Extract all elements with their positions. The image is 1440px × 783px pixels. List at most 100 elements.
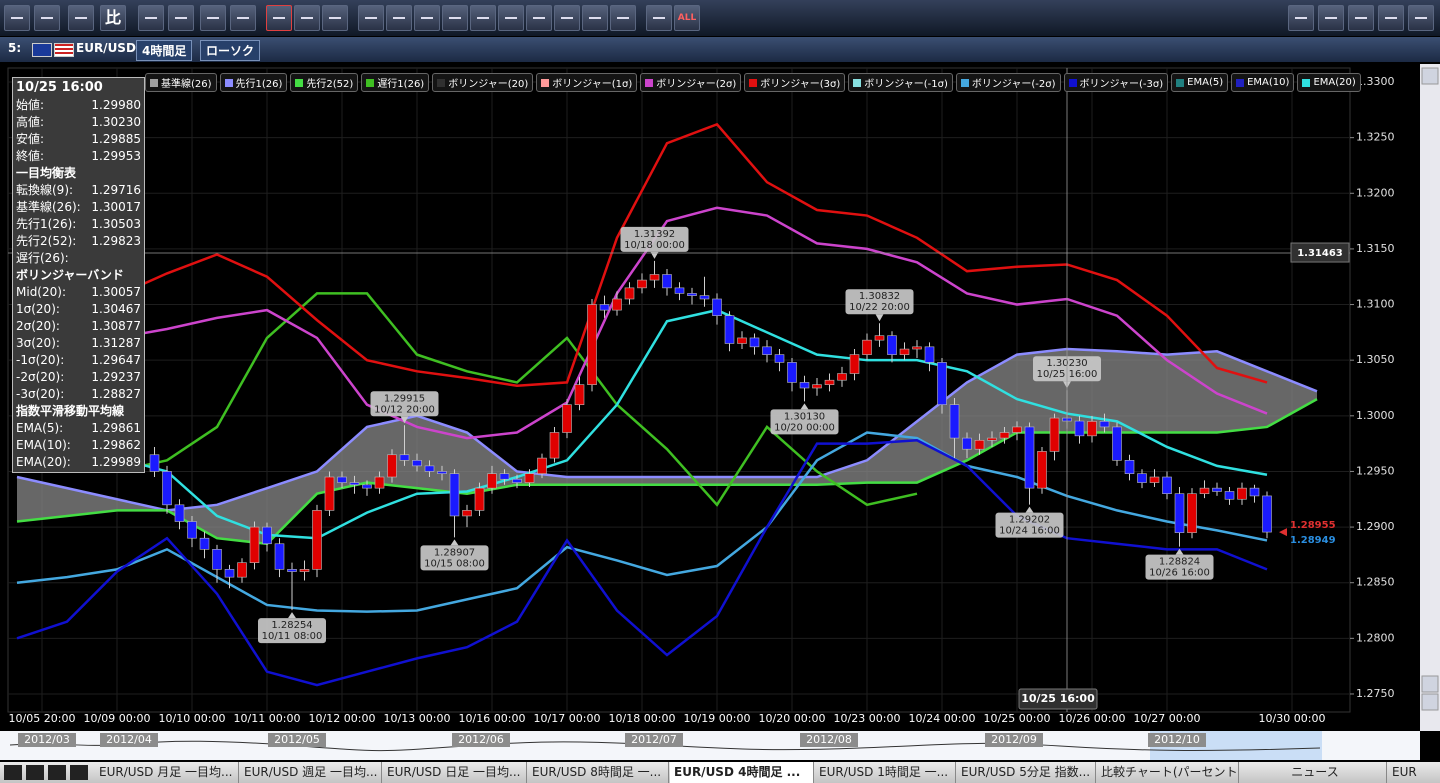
info-value: 1.29237 bbox=[91, 370, 141, 384]
legend-item[interactable]: EMA(20) bbox=[1297, 73, 1361, 92]
legend-item[interactable]: EMA(10) bbox=[1231, 73, 1295, 92]
candle-body bbox=[649, 274, 660, 281]
toolbar-button[interactable] bbox=[294, 5, 320, 31]
toolbar-button[interactable] bbox=[266, 5, 292, 31]
candle-body bbox=[1024, 426, 1035, 489]
tab[interactable]: EUR/USD 週足 一目均... bbox=[240, 762, 382, 783]
tab[interactable]: EUR/USD 1時間足 一... bbox=[815, 762, 956, 783]
x-tick-label: 10/13 00:00 bbox=[384, 712, 451, 725]
tab[interactable]: ニュース bbox=[1240, 762, 1387, 783]
candle-body bbox=[512, 478, 522, 483]
toolbar-button[interactable] bbox=[1378, 5, 1404, 31]
legend-item[interactable]: ボリンジャー(-2σ) bbox=[955, 73, 1061, 92]
zoom-minus[interactable] bbox=[1421, 693, 1439, 711]
tab[interactable]: EUR/USD 4時間足 ... bbox=[670, 762, 814, 783]
candle-body bbox=[1212, 487, 1222, 492]
scrollbar[interactable] bbox=[1420, 64, 1440, 731]
info-label: 安値: bbox=[16, 132, 45, 146]
zoom-plus[interactable] bbox=[1421, 675, 1439, 693]
toolbar-button[interactable] bbox=[1288, 5, 1314, 31]
legend-label: ボリンジャー(1σ) bbox=[552, 79, 633, 90]
scroll-up[interactable] bbox=[1421, 67, 1439, 85]
legend-item[interactable]: ボリンジャー(20) bbox=[432, 73, 534, 92]
annotation-box bbox=[620, 226, 689, 252]
y-tick-label: 1.2950 bbox=[1356, 464, 1395, 477]
toolbar-button[interactable] bbox=[68, 5, 94, 31]
toolbar-button[interactable] bbox=[230, 5, 256, 31]
toolbar-button[interactable] bbox=[582, 5, 608, 31]
candle-body bbox=[824, 379, 835, 385]
tab[interactable]: EUR/USD 8時間足 一... bbox=[528, 762, 669, 783]
legend-swatch bbox=[749, 78, 758, 87]
indicator-line bbox=[16, 292, 918, 507]
x-tick-label: 10/11 00:00 bbox=[234, 712, 301, 725]
legend-item[interactable]: EMA(5) bbox=[1171, 73, 1229, 92]
candle-body bbox=[1249, 487, 1260, 497]
toolbar-button[interactable] bbox=[34, 5, 60, 31]
info-label: 始値: bbox=[16, 98, 45, 112]
legend-item[interactable]: ボリンジャー(-1σ) bbox=[848, 73, 953, 92]
candle-body bbox=[599, 304, 610, 311]
candle-body bbox=[987, 437, 997, 441]
navigator-label: 2012/04 bbox=[106, 733, 152, 746]
toolbar-button[interactable] bbox=[646, 5, 672, 31]
candle-body bbox=[499, 473, 510, 480]
toolbar-button[interactable] bbox=[138, 5, 164, 31]
toolbar-button[interactable] bbox=[386, 5, 412, 31]
toolbar-button[interactable] bbox=[322, 5, 348, 31]
legend-swatch bbox=[1068, 78, 1077, 87]
candle-body bbox=[1087, 421, 1097, 437]
toolbar-button[interactable] bbox=[470, 5, 496, 31]
legend-item[interactable]: ボリンジャー(3σ) bbox=[744, 73, 846, 92]
toolbar-button[interactable] bbox=[554, 5, 580, 31]
toolbar-button[interactable] bbox=[1348, 5, 1374, 31]
timeframe[interactable]: 4時間足 bbox=[136, 40, 193, 61]
toolbar-button[interactable]: 比 bbox=[100, 5, 126, 31]
candle-body bbox=[487, 473, 497, 489]
navigator-label: 2012/05 bbox=[274, 733, 320, 746]
tab[interactable]: EUR/USD 日足 一目均... bbox=[383, 762, 527, 783]
toolbar-button[interactable] bbox=[498, 5, 524, 31]
candle-body bbox=[949, 404, 960, 439]
toolbar-button[interactable] bbox=[414, 5, 440, 31]
legend-item[interactable]: 遅行1(26) bbox=[361, 73, 430, 92]
toolbar-button[interactable] bbox=[4, 5, 30, 31]
toolbar-glyph bbox=[653, 17, 665, 19]
tab[interactable]: EUR bbox=[1388, 762, 1440, 783]
toolbar-button[interactable] bbox=[200, 5, 226, 31]
tab[interactable]: EUR/USD 月足 一目均... bbox=[95, 762, 239, 783]
toolbar-button[interactable] bbox=[610, 5, 636, 31]
tab[interactable]: EUR/USD 5分足 指数... bbox=[957, 762, 1096, 783]
tab[interactable]: 比較チャート(パーセント... bbox=[1097, 762, 1239, 783]
legend-item[interactable]: 基準線(26) bbox=[145, 73, 217, 92]
toolbar-button[interactable] bbox=[168, 5, 194, 31]
legend-item[interactable]: 先行1(26) bbox=[219, 73, 288, 92]
legend-item[interactable]: ボリンジャー(1σ) bbox=[536, 73, 638, 92]
tab-nav-button[interactable] bbox=[70, 765, 88, 780]
legend-swatch bbox=[853, 78, 862, 87]
info-value: 1.30017 bbox=[91, 200, 141, 214]
candle-body bbox=[587, 304, 597, 385]
legend-item[interactable]: ボリンジャー(2σ) bbox=[640, 73, 742, 92]
info-label: -3σ(20): bbox=[16, 387, 65, 401]
annotation-value: 1.30832 bbox=[859, 291, 900, 302]
toolbar-button[interactable] bbox=[442, 5, 468, 31]
info-row: 始値: 1.29980 bbox=[16, 97, 141, 114]
candle-body bbox=[224, 569, 235, 578]
navigator-label-box bbox=[100, 733, 158, 747]
annotation-pointer bbox=[650, 251, 659, 259]
candle-body bbox=[287, 569, 297, 572]
info-value: 1.29989 bbox=[91, 455, 141, 469]
chart-style[interactable]: ローソク bbox=[200, 40, 261, 61]
toolbar-button[interactable] bbox=[1408, 5, 1434, 31]
toolbar-button[interactable] bbox=[358, 5, 384, 31]
toolbar-button[interactable] bbox=[1318, 5, 1344, 31]
tab-nav-button[interactable] bbox=[26, 765, 44, 780]
tab-nav-button[interactable] bbox=[48, 765, 66, 780]
legend-item[interactable]: 先行2(52) bbox=[290, 73, 359, 92]
tab-nav-button[interactable] bbox=[4, 765, 22, 780]
legend-item[interactable]: ボリンジャー(-3σ) bbox=[1063, 73, 1169, 92]
toolbar-button[interactable]: ALL bbox=[674, 5, 700, 31]
toolbar-button[interactable] bbox=[526, 5, 552, 31]
toolbar-glyph bbox=[449, 17, 461, 19]
